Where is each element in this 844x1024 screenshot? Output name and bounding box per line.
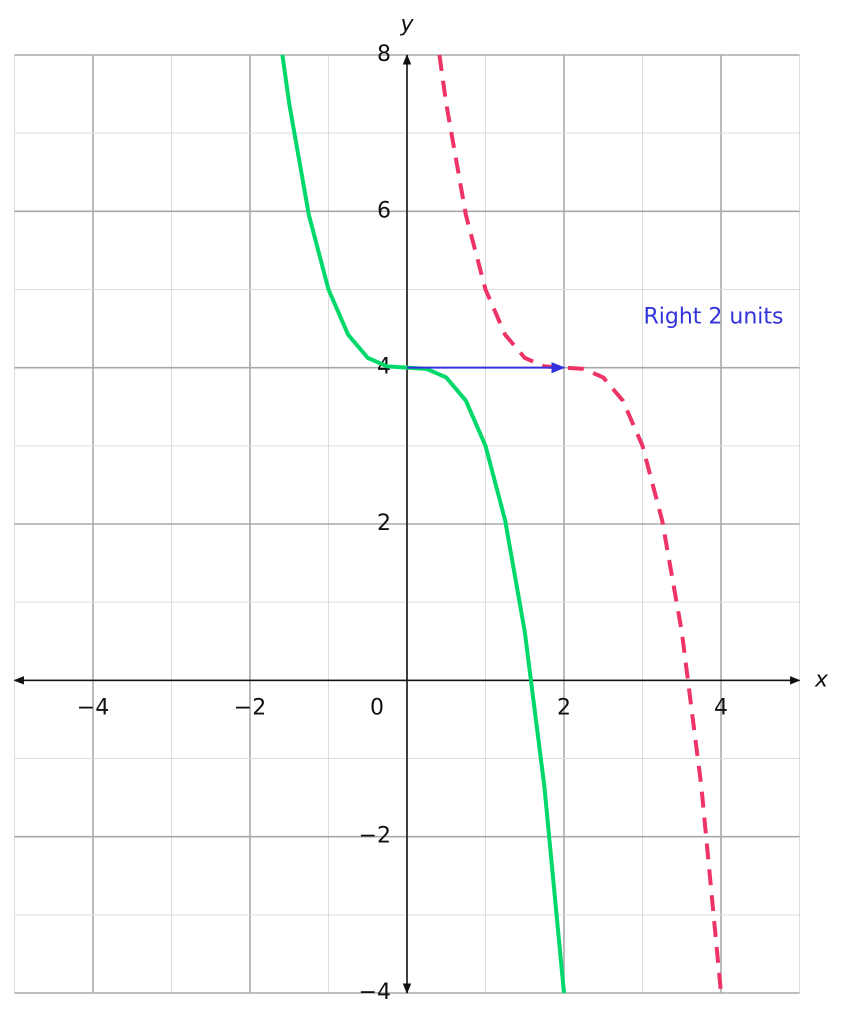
x-tick-label: 4 [714, 695, 728, 720]
y-axis-label: y [399, 12, 414, 37]
x-axis-label: x [814, 667, 829, 692]
x-tick-label: −4 [77, 695, 109, 720]
y-tick-label: 2 [377, 511, 391, 536]
x-tick-label: 0 [370, 695, 384, 720]
y-tick-label: −4 [359, 980, 391, 1005]
y-tick-label: 8 [377, 42, 391, 67]
y-tick-label: 6 [377, 198, 391, 223]
y-tick-label: −2 [359, 824, 391, 849]
x-tick-label: −2 [234, 695, 266, 720]
annotation-text: Right 2 units [643, 305, 783, 330]
curve [437, 54, 723, 994]
y-tick-label: 4 [377, 355, 391, 380]
x-tick-label: 2 [557, 695, 571, 720]
